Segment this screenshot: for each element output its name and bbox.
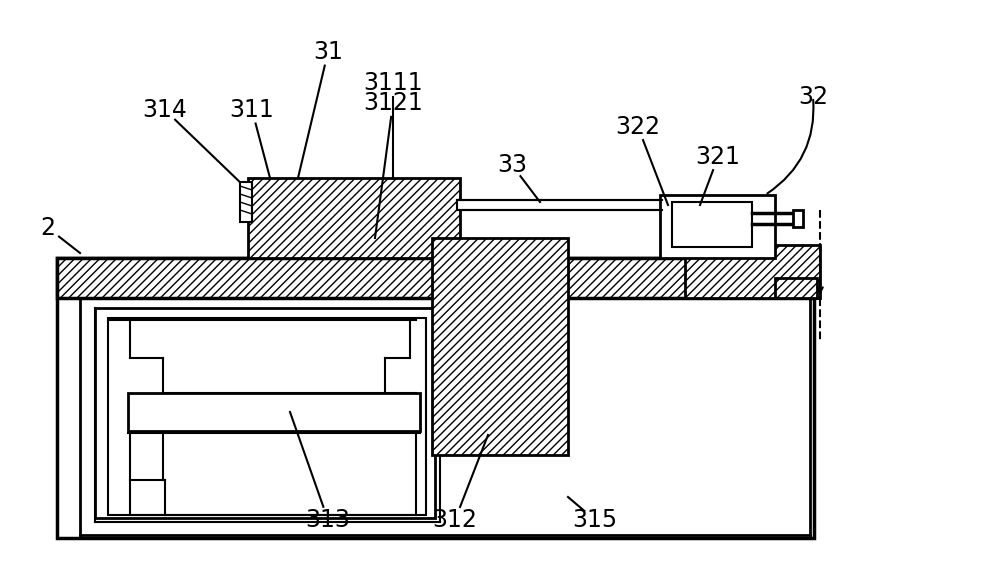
Bar	[685, 245, 820, 298]
Bar	[128, 393, 420, 431]
Text: 2: 2	[40, 216, 56, 240]
Text: 315: 315	[572, 508, 618, 532]
Bar	[775, 278, 817, 298]
Text: 3121: 3121	[363, 91, 423, 115]
Text: 311: 311	[230, 98, 274, 122]
Text: 322: 322	[616, 115, 660, 139]
Bar	[57, 258, 814, 298]
Bar	[248, 178, 460, 258]
Bar	[108, 318, 426, 515]
Bar	[240, 182, 252, 222]
Text: 31: 31	[313, 40, 343, 64]
Bar	[57, 258, 814, 538]
Text: 33: 33	[497, 153, 527, 177]
Text: 3111: 3111	[363, 71, 423, 95]
Bar	[95, 308, 435, 518]
Bar	[432, 238, 568, 455]
Text: 314: 314	[143, 98, 187, 122]
Bar	[457, 200, 662, 210]
Bar	[672, 202, 752, 247]
Bar	[793, 210, 803, 227]
Text: 32: 32	[798, 85, 828, 109]
Bar	[660, 195, 775, 258]
Text: 313: 313	[306, 508, 350, 532]
Text: 321: 321	[696, 145, 740, 169]
Text: 312: 312	[433, 508, 477, 532]
